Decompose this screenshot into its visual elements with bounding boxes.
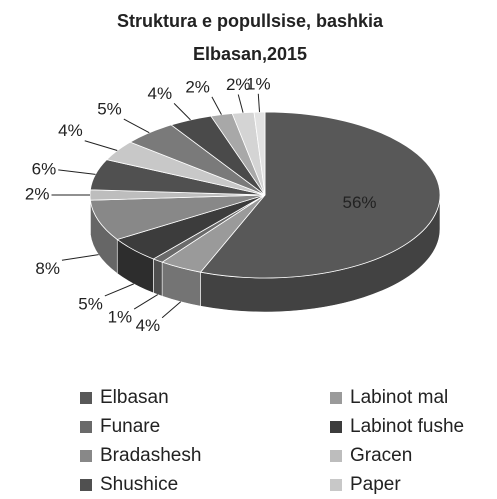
data-label: 1%	[108, 307, 133, 326]
legend-label: Elbasan	[100, 387, 169, 408]
leader-line	[237, 94, 244, 113]
leader-line	[161, 301, 182, 319]
data-label: 4%	[58, 121, 83, 140]
chart-title: Struktura e popullsise, bashkia	[117, 11, 384, 31]
legend-label: Bradashesh	[100, 445, 201, 466]
leader-line	[257, 93, 261, 113]
legend-label: Labinot mal	[350, 387, 448, 408]
legend-swatch	[330, 450, 342, 462]
data-label: 56%	[343, 193, 377, 212]
legend-swatch	[330, 479, 342, 491]
data-label: 2%	[185, 77, 210, 96]
slice-side	[153, 258, 163, 297]
leader-line	[61, 254, 99, 261]
leader-line	[133, 294, 159, 310]
leader-line	[104, 283, 134, 297]
legend-label: Shushice	[100, 474, 178, 495]
legend-label: Gracen	[350, 445, 412, 466]
data-label: 6%	[32, 159, 57, 178]
data-label: 5%	[78, 294, 103, 313]
leader-line	[58, 169, 96, 175]
legend-label: Paper	[350, 474, 401, 495]
leader-line	[123, 118, 150, 134]
leader-line	[173, 103, 191, 121]
slice	[199, 111, 441, 279]
legend-label: Labinot fushe	[350, 416, 464, 437]
legend-swatch	[330, 421, 342, 433]
legend-swatch	[330, 392, 342, 404]
data-label: 8%	[35, 259, 60, 278]
leader-line	[84, 140, 118, 152]
data-label: 2%	[25, 184, 50, 203]
data-label: 2%	[226, 75, 251, 94]
legend-swatch	[80, 450, 92, 462]
leader-line	[211, 96, 222, 115]
legend-swatch	[80, 421, 92, 433]
data-label: 4%	[136, 316, 161, 335]
slice	[253, 111, 266, 196]
data-label: 1%	[246, 74, 271, 93]
legend-label: Funare	[100, 416, 160, 437]
chart-title: Elbasan,2015	[193, 44, 307, 64]
legend-swatch	[80, 392, 92, 404]
data-label: 4%	[148, 84, 173, 103]
data-label: 5%	[97, 100, 122, 119]
legend-swatch	[80, 479, 92, 491]
